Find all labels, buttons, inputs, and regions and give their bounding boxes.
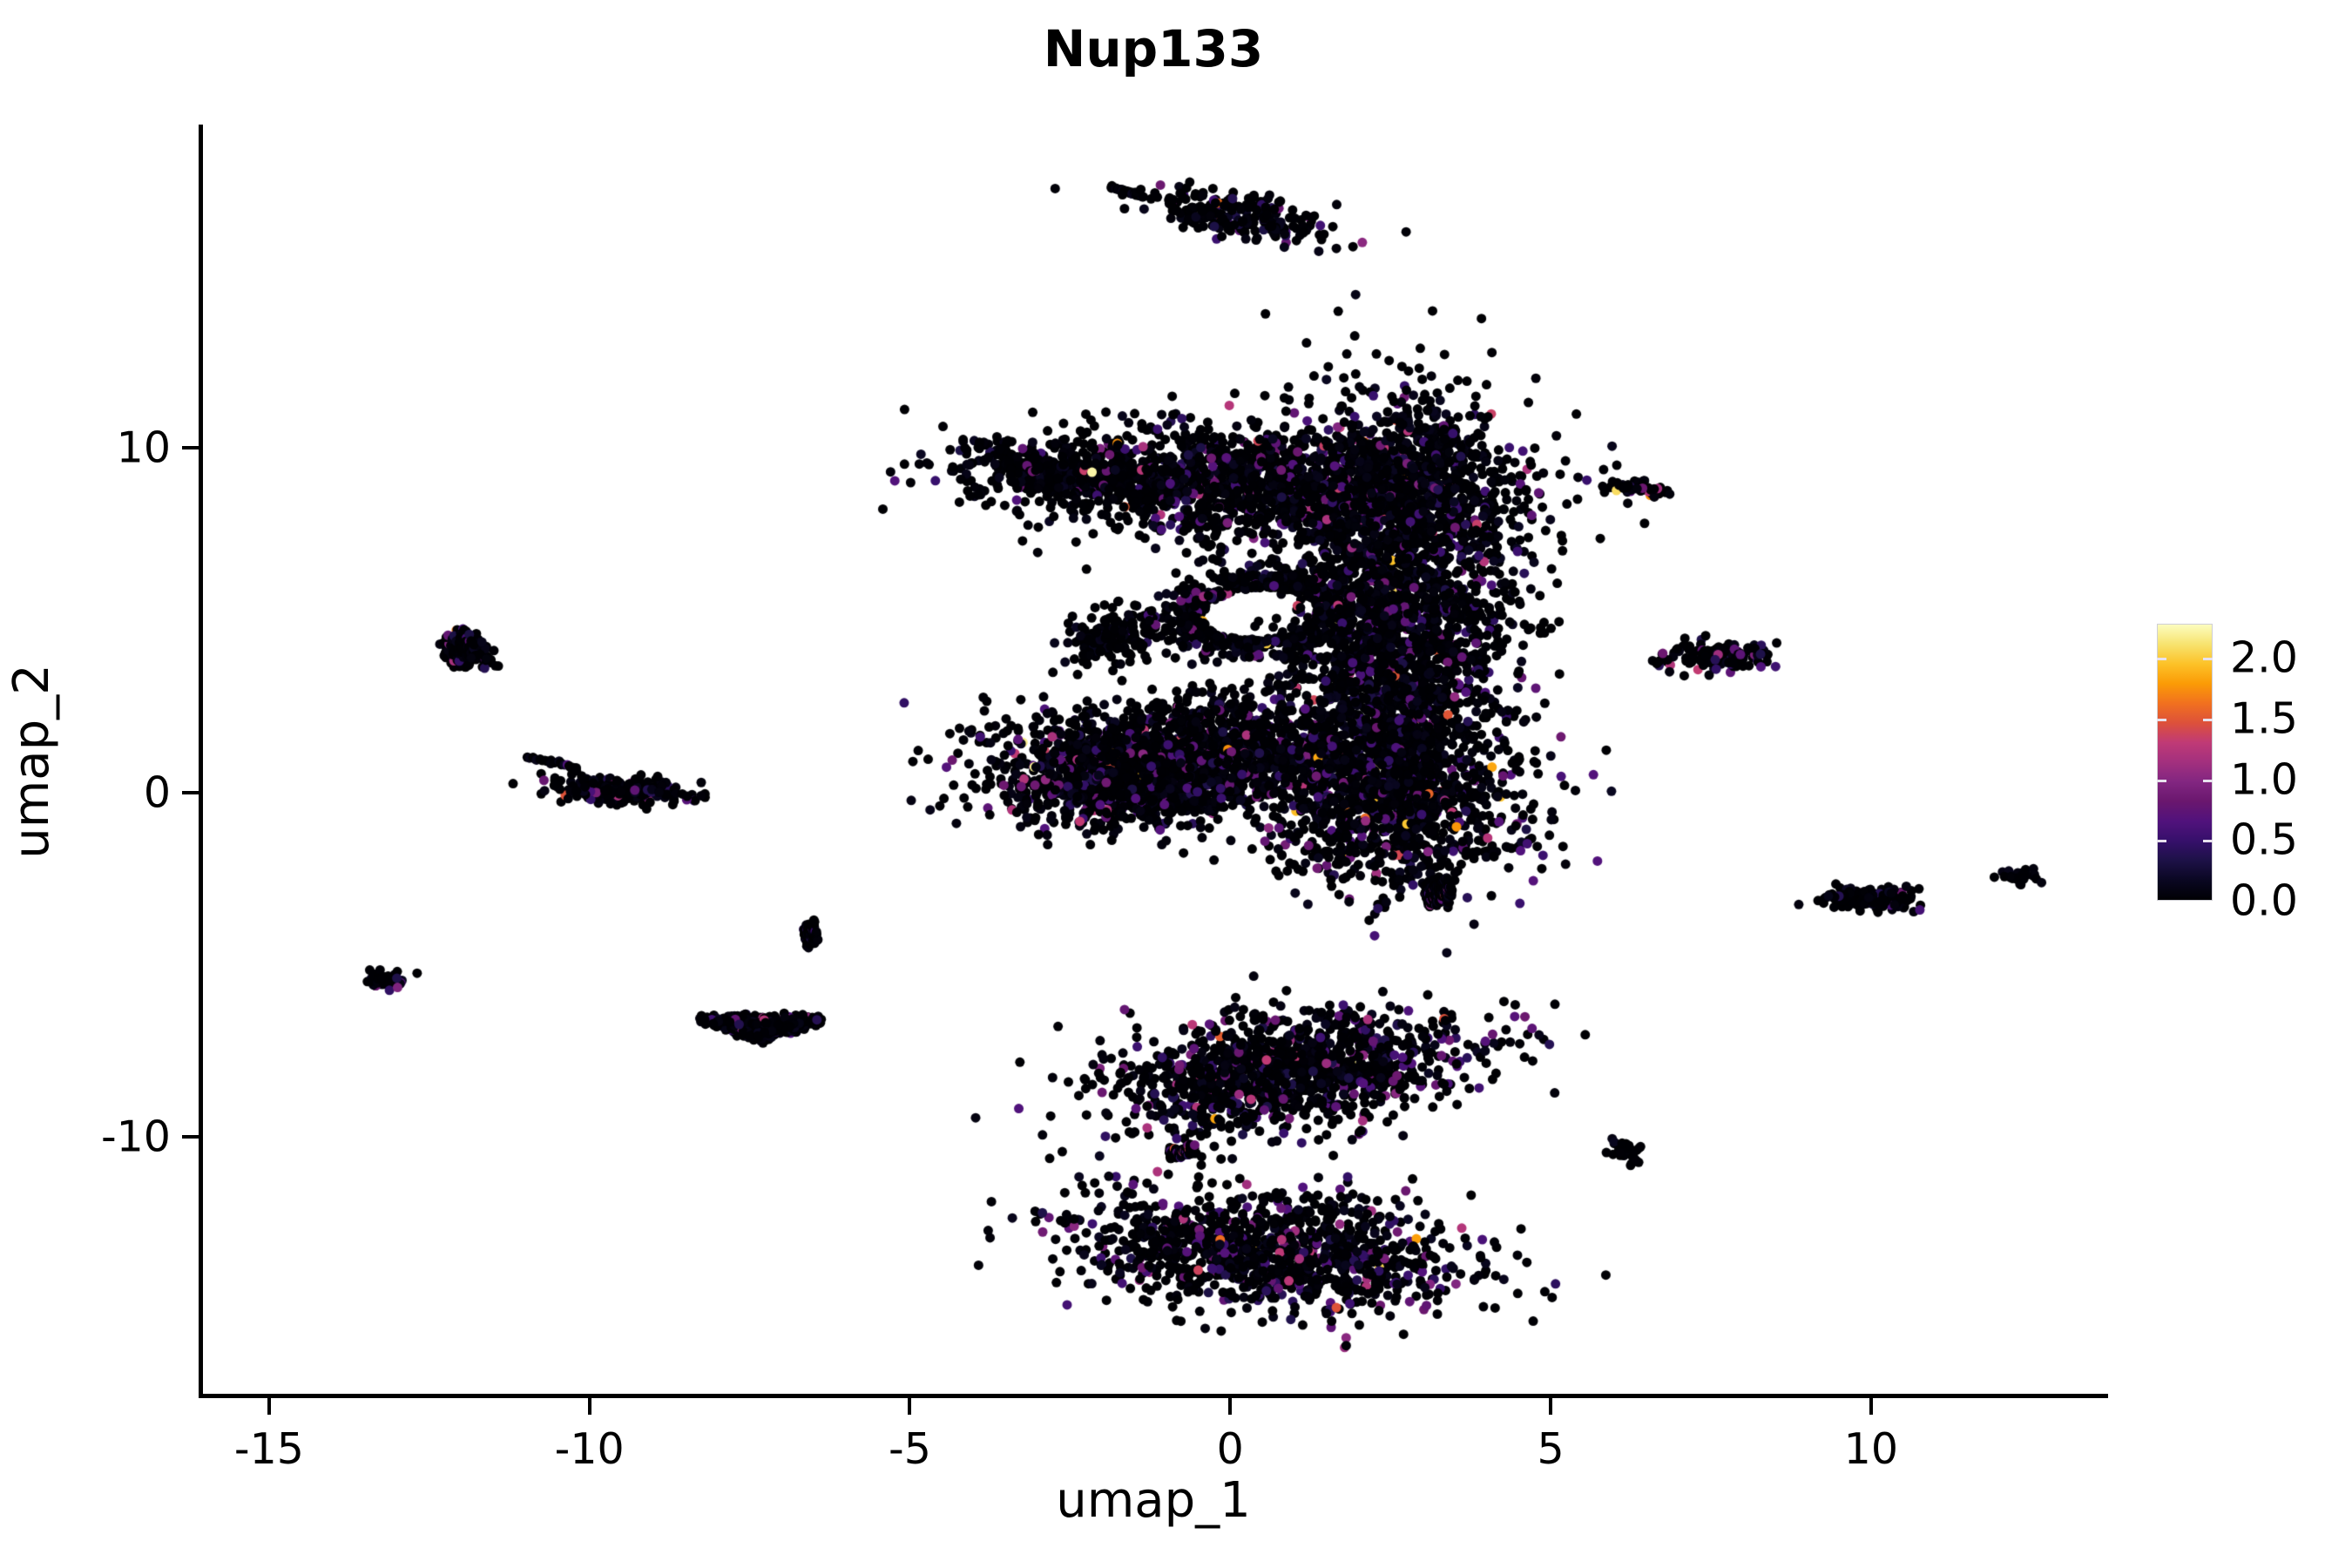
colorbar-gradient	[2157, 624, 2213, 901]
x-tick-mark	[1549, 1398, 1553, 1415]
y-tick-mark	[182, 1134, 199, 1139]
x-tick-mark	[1228, 1398, 1233, 1415]
x-tick-mark	[267, 1398, 271, 1415]
colorbar-tick-label: 2.0	[2230, 632, 2298, 683]
colorbar-tick-mark	[2203, 779, 2213, 782]
colorbar-tick-mark	[2203, 658, 2213, 661]
x-tick-mark	[587, 1398, 591, 1415]
colorbar-tick-mark	[2157, 840, 2166, 843]
scatter-plot	[199, 125, 2108, 1398]
colorbar-tick-mark	[2203, 718, 2213, 721]
x-tick-label: 5	[1537, 1424, 1565, 1474]
colorbar-tick-mark	[2203, 840, 2213, 843]
x-tick-label: -5	[889, 1424, 931, 1474]
y-tick-mark	[182, 446, 199, 450]
y-tick-mark	[182, 790, 199, 794]
x-tick-mark	[908, 1398, 912, 1415]
colorbar-tick-mark	[2157, 658, 2166, 661]
x-axis-label: umap_1	[1056, 1472, 1251, 1529]
colorbar-tick-label: 1.0	[2230, 754, 2298, 805]
colorbar: 0.0 0.5 1.0 1.5 2.0	[2157, 624, 2298, 926]
x-tick-label: -10	[554, 1424, 625, 1474]
colorbar-tick-label: 1.5	[2230, 693, 2298, 744]
x-tick-mark	[1869, 1398, 1873, 1415]
axis-spine-bottom	[199, 1394, 2108, 1398]
x-tick-label: 10	[1843, 1424, 1899, 1474]
plot-axes: -15 -10 -5 0 5 10 -10 0 10	[101, 125, 2108, 1474]
y-tick-label: 0	[143, 767, 171, 818]
colorbar-tick-label: 0.5	[2230, 814, 2298, 865]
y-tick-label: -10	[100, 1112, 171, 1162]
axis-spine-left	[199, 125, 203, 1398]
x-tick-label: -15	[233, 1424, 304, 1474]
colorbar-tick-label: 0.0	[2230, 875, 2298, 926]
colorbar-tick-mark	[2157, 718, 2166, 721]
y-tick-label: 10	[116, 422, 171, 473]
y-axis-label: umap_2	[3, 664, 60, 859]
page-title: Nup133	[1043, 19, 1264, 78]
x-tick-label: 0	[1216, 1424, 1244, 1474]
colorbar-tick-mark	[2157, 779, 2166, 782]
